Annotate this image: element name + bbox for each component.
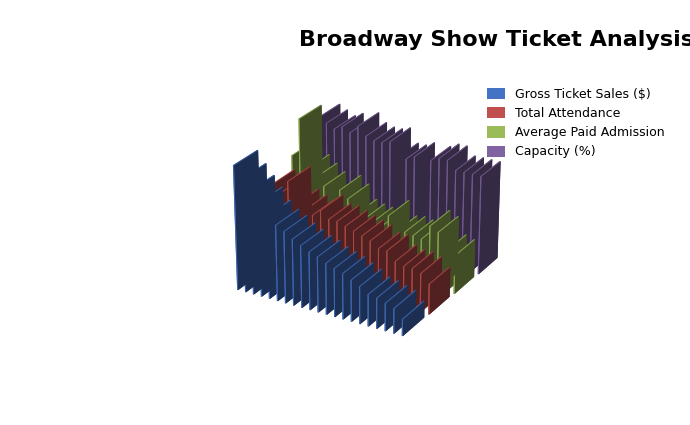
- Legend: Gross Ticket Sales ($), Total Attendance, Average Paid Admission, Capacity (%): Gross Ticket Sales ($), Total Attendance…: [482, 83, 670, 164]
- Text: Broadway Show Ticket Analysis: Broadway Show Ticket Analysis: [299, 30, 690, 50]
